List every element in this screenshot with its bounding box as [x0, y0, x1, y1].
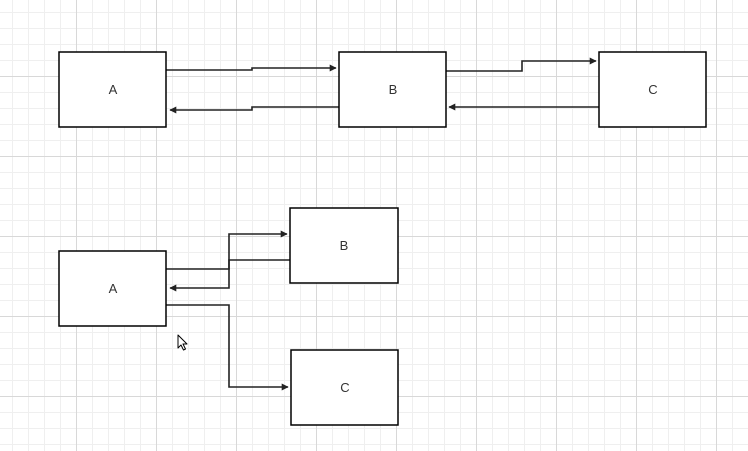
bottom-diagram: A B C [58, 207, 399, 426]
top-edge-b-to-c[interactable] [446, 57, 597, 72]
top-node-a-label: A [109, 82, 118, 97]
bottom-node-c[interactable]: C [290, 349, 399, 426]
top-node-b-label: B [389, 82, 398, 97]
top-diagram: A B C [58, 51, 707, 128]
bottom-node-b[interactable]: B [289, 207, 399, 284]
bottom-node-a-label: A [109, 281, 118, 296]
top-edge-b-to-a[interactable] [169, 106, 339, 114]
top-node-a[interactable]: A [58, 51, 167, 128]
top-node-c-label: C [648, 82, 657, 97]
mouse-pointer-icon [177, 334, 188, 351]
bottom-edge-b-to-a[interactable] [169, 259, 290, 292]
bottom-node-b-label: B [340, 238, 349, 253]
bottom-edge-a-to-c[interactable] [166, 304, 289, 391]
bottom-edge-a-to-b[interactable] [166, 230, 288, 270]
bottom-node-a[interactable]: A [58, 250, 167, 327]
top-edge-a-to-b[interactable] [166, 64, 337, 72]
top-node-c[interactable]: C [598, 51, 707, 128]
top-node-b[interactable]: B [338, 51, 447, 128]
bottom-node-c-label: C [340, 380, 349, 395]
